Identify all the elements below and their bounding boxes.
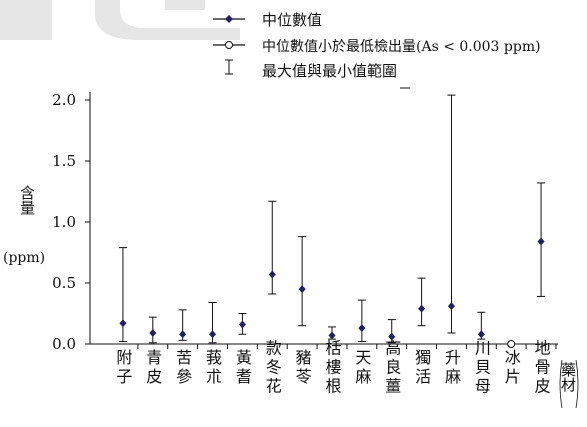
x-tick-label: 款冬花	[263, 340, 282, 397]
median-point	[238, 320, 246, 329]
x-axis-label-paren-right	[575, 359, 579, 409]
y-ticks: 0.0 0.5 1.0 1.5 2.0	[52, 91, 90, 353]
x-tick-label: 川貝母	[472, 340, 491, 397]
x-tick-label: 附子	[113, 349, 132, 387]
legend-open-circle	[225, 41, 233, 49]
x-tick-label: 獨活	[412, 349, 431, 387]
legend-errorbar-icon	[225, 59, 233, 75]
error-bars	[118, 94, 546, 344]
median-point	[119, 319, 127, 328]
x-axis-label-paren-left	[559, 359, 563, 409]
median-points	[119, 237, 545, 348]
median-point	[179, 330, 187, 339]
x-tick-label: 地骨皮	[532, 340, 551, 397]
x-tick-label: 苦參	[173, 349, 192, 387]
x-tick-label: 栝樓根	[323, 340, 342, 397]
y-axis-unit: (ppm)	[3, 250, 45, 266]
x-tick-label: 豬苓	[293, 349, 312, 387]
y-axis-label: 含量	[18, 185, 36, 215]
median-point-below-detection	[507, 340, 516, 348]
x-tick-label: 莪朮	[203, 349, 222, 387]
median-point	[268, 270, 276, 279]
y-tick-label: 0.5	[52, 274, 76, 292]
legend-label-median: 中位數值	[262, 11, 322, 29]
median-point	[447, 302, 455, 311]
y-tick-label: 1.5	[52, 152, 76, 170]
x-tick-label: 黃耆	[233, 349, 252, 387]
y-tick-label: 1.0	[52, 213, 76, 231]
median-point	[358, 324, 366, 333]
x-tick-label: 青皮	[143, 349, 162, 387]
median-point	[209, 330, 217, 339]
x-ticks: 附子 青皮 苦參 莪朮 黃耆 款冬花 豬苓 栝樓根 天麻 高良薑 獨活 升麻 川貝母 冰片 地骨皮	[113, 340, 557, 397]
median-point	[328, 331, 336, 340]
x-tick-label: 冰片	[502, 349, 521, 387]
median-point	[298, 285, 306, 294]
x-tick-label: 升麻	[442, 349, 461, 387]
legend-median-diamond	[225, 15, 233, 23]
y-tick-label: 2.0	[52, 91, 76, 109]
legend-label-range: 最大值與最小值範圍	[262, 62, 397, 80]
median-point	[537, 237, 545, 246]
legend: 中位數值 中位數值小於最低檢出量(As < 0.003 ppm) 最大值與最小值…	[213, 11, 541, 80]
median-point	[388, 332, 396, 341]
x-tick-label: 高良薑	[382, 340, 401, 397]
median-point	[418, 304, 426, 313]
median-point	[477, 330, 485, 339]
median-point	[149, 329, 157, 338]
x-tick-label: 天麻	[352, 349, 371, 387]
legend-label-below-detection: 中位數值小於最低檢出量(As < 0.003 ppm)	[262, 38, 541, 55]
y-tick-label: 0.0	[52, 335, 76, 353]
x-axis-label: 藥材	[559, 362, 577, 392]
